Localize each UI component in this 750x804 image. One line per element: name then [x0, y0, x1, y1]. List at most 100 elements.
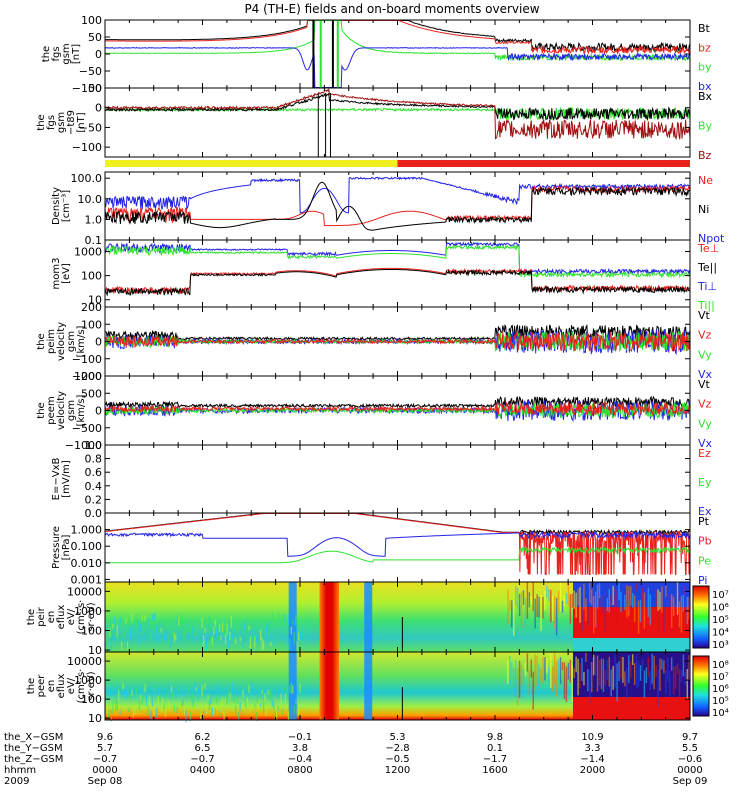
spectrogram-speckle-peer-spectrogram	[185, 710, 187, 723]
spectrogram-noise-peer-spectrogram	[552, 666, 554, 693]
spectrogram-noise-peer-spectrogram	[614, 654, 616, 688]
spectrogram-noise-peer-spectrogram	[674, 665, 677, 689]
spectrogram-speckle-peir-spectrogram	[284, 614, 287, 620]
spectrogram-noise-peer-spectrogram	[602, 658, 605, 693]
spectrogram-noise-peir-spectrogram	[651, 591, 653, 604]
spectrogram-noise-peer-spectrogram	[513, 667, 515, 692]
spectrogram-noise-peir-spectrogram	[591, 589, 593, 606]
spectrogram-speckle-peer-spectrogram	[296, 703, 298, 710]
spectrogram-speckle-peir-spectrogram	[173, 632, 175, 642]
spectrogram-noise-peir-spectrogram	[516, 587, 519, 610]
spectrogram-noise-peir-spectrogram	[538, 596, 540, 618]
spectrogram-noise-peir-spectrogram	[682, 594, 685, 612]
y-axis-label-line: (cm²·s·	[76, 669, 87, 704]
spectrogram-noise-peer-spectrogram	[618, 661, 620, 682]
y-tick-label-peer-spectrogram: 100	[81, 693, 102, 706]
y-tick-label-peem-velocity: 1000	[74, 370, 102, 383]
spectrogram-noise-peir-spectrogram	[680, 596, 683, 633]
y-axis-label-line: sr·eV)	[86, 671, 97, 700]
spectrogram-speckle-peer-spectrogram	[157, 695, 159, 705]
x-axis-row-label: hhmm	[4, 765, 36, 776]
spectrogram-speckle-peir-spectrogram	[172, 625, 174, 638]
series-line-Bt	[105, 20, 691, 54]
spectrogram-speckle-peir-spectrogram	[126, 641, 129, 651]
spectrogram-speckle-peer-spectrogram	[109, 687, 111, 696]
spectrogram-noise-peer-spectrogram	[610, 669, 612, 697]
spectrogram-speckle-peer-spectrogram	[283, 684, 285, 689]
spectrogram-noise-peer-spectrogram	[604, 669, 607, 686]
spectrogram-speckle-peer-spectrogram	[153, 707, 155, 716]
spectrogram-speckle-peer-spectrogram	[106, 705, 108, 715]
spectrogram-noise-peir-spectrogram	[534, 598, 536, 629]
spectrogram-noise-peer-spectrogram	[633, 662, 636, 685]
spectrogram-speckle-peer-spectrogram	[154, 686, 156, 695]
spectrogram-speckle-peer-spectrogram	[122, 683, 124, 690]
spectrogram-speckle-peir-spectrogram	[150, 634, 152, 642]
spectrogram-speckle-peir-spectrogram	[159, 620, 161, 630]
spectrogram-speckle-peer-spectrogram	[105, 692, 107, 697]
spectrogram-speckle-peer-spectrogram	[163, 703, 165, 710]
spectrogram-speckle-peer-spectrogram	[107, 709, 110, 719]
spectrogram-speckle-peir-spectrogram	[233, 636, 235, 648]
spectrogram-noise-peir-spectrogram	[583, 583, 585, 610]
spectrogram-noise-peir-spectrogram	[624, 594, 626, 610]
spectrogram-noise-peir-spectrogram	[552, 595, 554, 621]
spectrogram-speckle-peir-spectrogram	[267, 630, 269, 636]
spectrogram-noise-peir-spectrogram	[628, 586, 630, 617]
spectrogram-speckle-peer-spectrogram	[169, 684, 171, 694]
y-axis-label-line: gsm	[66, 400, 77, 421]
spectrogram-noise-peir-spectrogram	[513, 599, 515, 636]
legend-entry-peim-velocity: Vz	[698, 329, 712, 342]
spectrogram-block-bottom-peer-spectrogram	[573, 706, 690, 720]
spectrogram-noise-peir-spectrogram	[606, 598, 609, 612]
legend-entry-efield: Ex	[698, 505, 712, 518]
y-tick-label-temperature: 1000	[74, 246, 102, 259]
y-axis-label-temperature: mom3 [eV]	[51, 258, 72, 290]
spectrogram-speckle-peer-spectrogram	[151, 699, 153, 707]
spectrogram-noise-peir-spectrogram	[550, 589, 552, 623]
spectrogram-stripe-peer-spectrogram	[364, 652, 373, 720]
y-tick-label-pressure: 0.001	[71, 573, 103, 586]
x-axis-value-y_gsm: 0.1	[487, 743, 503, 754]
spectrogram-noise-peir-spectrogram	[647, 587, 649, 618]
y-tick-label-pressure: 1.000	[71, 524, 103, 537]
x-axis-value-z_gsm: −0.6	[678, 754, 702, 765]
spectrogram-noise-peer-spectrogram	[540, 668, 542, 681]
spectrogram-speckle-peir-spectrogram	[249, 636, 251, 649]
spectrogram-speckle-peir-spectrogram	[287, 613, 290, 626]
spectrogram-block-top-peir-spectrogram	[573, 582, 690, 607]
y-axis-label-line: gsm	[66, 331, 77, 352]
spectrogram-speckle-peer-spectrogram	[241, 710, 243, 716]
y-tick-label-fgs: −50	[79, 65, 102, 78]
legend-entry-fgs-t89: Bz	[698, 149, 712, 162]
x-axis-value-x_gsm: 5.3	[390, 732, 406, 743]
y-tick-label-peim-velocity: 100	[81, 318, 102, 331]
spectrogram-noise-peir-spectrogram	[600, 595, 603, 617]
spectrogram-noise-peer-spectrogram	[563, 662, 566, 700]
spectrogram-speckle-peir-spectrogram	[125, 619, 127, 625]
spectrogram-speckle-peer-spectrogram	[170, 686, 173, 693]
spectrogram-speckle-peer-spectrogram	[299, 683, 301, 693]
spectrogram-noise-peer-spectrogram	[520, 664, 523, 685]
series-line-Npot	[104, 176, 691, 214]
spectrogram-speckle-peer-spectrogram	[251, 682, 253, 689]
spectrogram-speckle-peer-spectrogram	[186, 688, 189, 698]
spectrogram-noise-peer-spectrogram	[635, 655, 638, 689]
y-tick-label-peer-spectrogram: 1000	[74, 674, 102, 687]
spectrogram-speckle-peir-spectrogram	[242, 636, 244, 649]
spectrogram-noise-peer-spectrogram	[511, 662, 513, 678]
series-line-Ni	[104, 181, 691, 231]
x-axis-value-z_gsm: −0.7	[93, 754, 117, 765]
spectrogram-noise-peer-spectrogram	[647, 657, 649, 677]
spectrogram-noise-peir-spectrogram	[569, 594, 571, 624]
colorbar-label-peer-spectrogram: 10⁷	[712, 672, 729, 683]
y-tick-label-fgs: 100	[81, 14, 102, 27]
y-axis-label-line: peim	[46, 329, 57, 354]
spectrogram-speckle-peer-spectrogram	[129, 693, 132, 702]
y-tick-label-peem-velocity: −1000	[65, 439, 102, 452]
spectrogram-noise-peer-spectrogram	[507, 659, 509, 684]
spectrogram-speckle-peir-spectrogram	[151, 614, 153, 621]
spectrogram-speckle-peir-spectrogram	[238, 625, 240, 638]
spectrogram-speckle-peir-spectrogram	[265, 624, 268, 637]
